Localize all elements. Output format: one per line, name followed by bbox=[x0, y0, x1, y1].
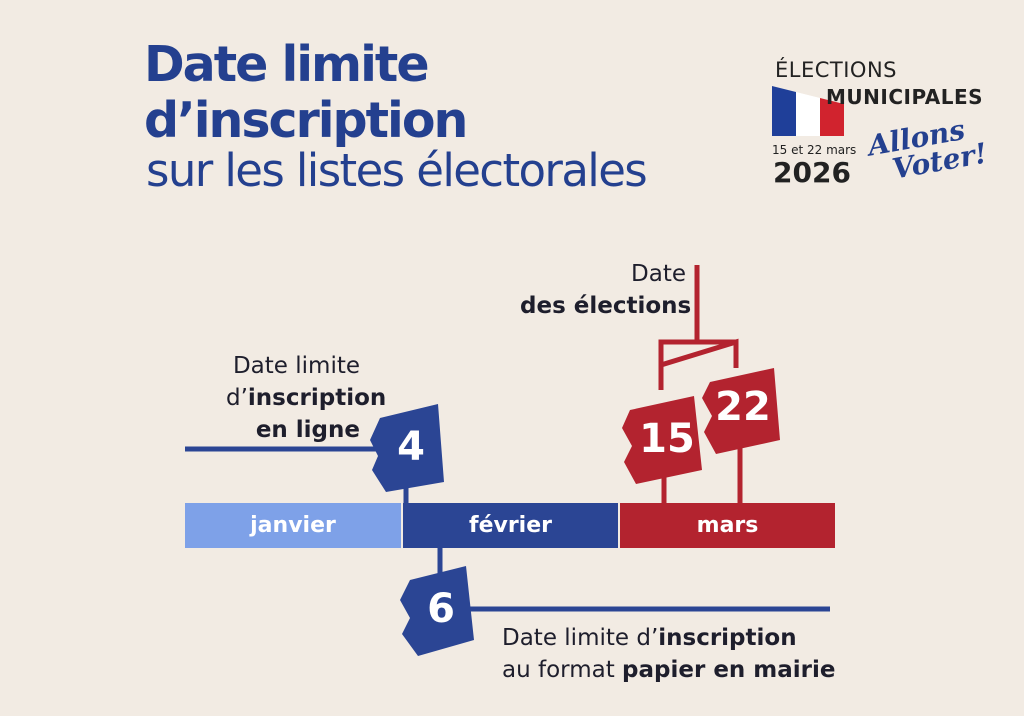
title-line-1: Date limite bbox=[144, 36, 430, 93]
month-january: janvier bbox=[185, 503, 401, 548]
logo-dates: 15 et 22 mars bbox=[772, 143, 857, 157]
election-day-1: 15 bbox=[639, 416, 695, 462]
paper-deadline-label: Date limite d’inscription au format papi… bbox=[502, 625, 836, 683]
title-line-3: sur les listes électorales bbox=[146, 144, 648, 197]
badge-online-day bbox=[370, 404, 444, 492]
title-line-2: d’inscription bbox=[144, 92, 468, 149]
election-day-2: 22 bbox=[715, 384, 771, 430]
badge-election-1 bbox=[622, 396, 702, 484]
online-day: 4 bbox=[397, 424, 425, 470]
elections-bracket bbox=[658, 338, 739, 390]
month-february: février bbox=[403, 503, 618, 548]
french-flag-icon bbox=[772, 86, 844, 136]
logo-year: 2026 bbox=[773, 156, 851, 189]
elections-label: Date des élections bbox=[520, 261, 692, 319]
online-deadline-label: Date limite d’inscription en ligne bbox=[226, 353, 387, 443]
month-march: mars bbox=[620, 503, 835, 548]
badge-paper-day bbox=[400, 566, 474, 656]
logo-elections-text: ÉLECTIONS bbox=[775, 58, 897, 82]
logo-municipales-text: MUNICIPALES bbox=[826, 85, 984, 109]
paper-day: 6 bbox=[427, 586, 455, 632]
badge-election-2 bbox=[702, 368, 780, 454]
